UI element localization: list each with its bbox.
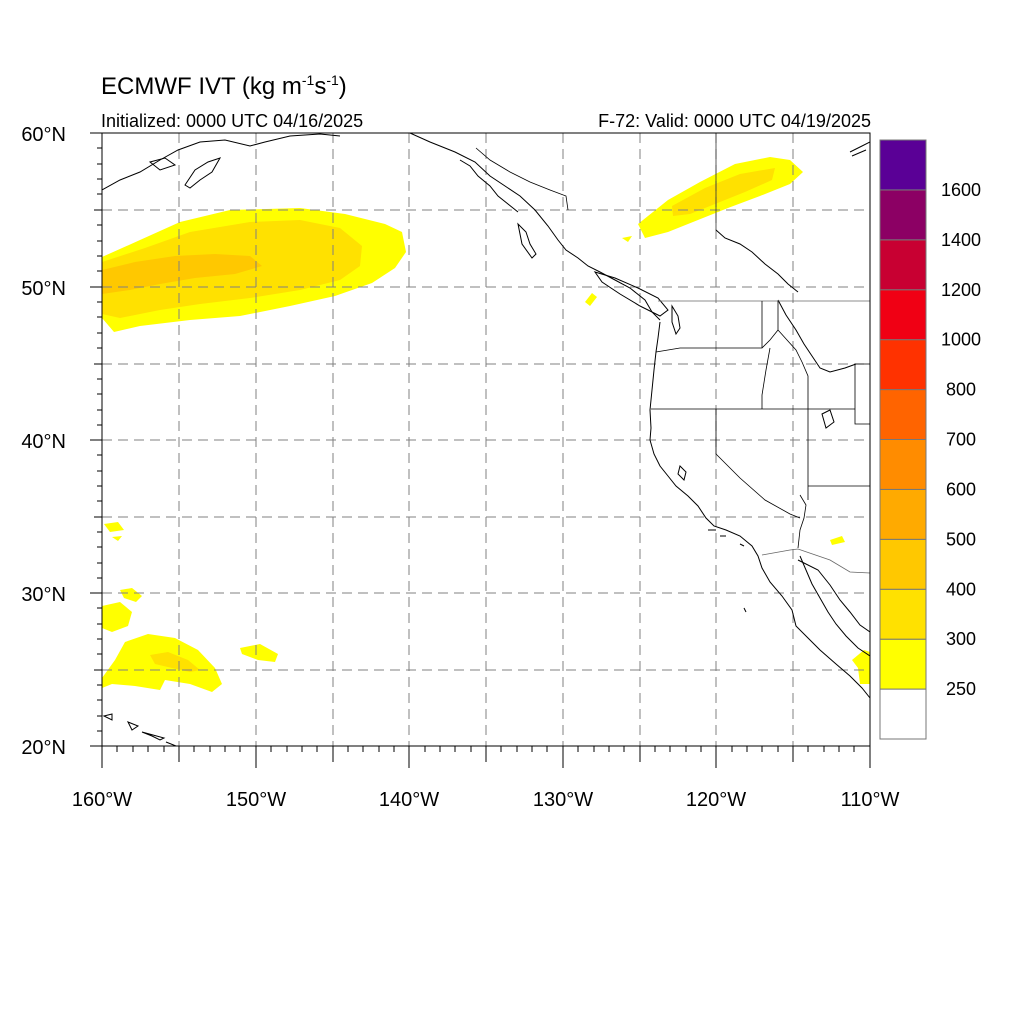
- mexico-mainland-coast: [797, 559, 870, 633]
- ivt-region-blob: [240, 644, 278, 662]
- alaska-coast: [102, 133, 341, 191]
- great-salt-lake: [821, 409, 835, 429]
- lat-label: 40°N: [21, 431, 66, 453]
- vancouver-island: [593, 271, 669, 317]
- ivt-region-blob: [120, 588, 142, 602]
- ivt-region-bc-300: [672, 168, 775, 216]
- ivt-region-north-pacific-400: [102, 254, 262, 294]
- wa-or-border: [655, 329, 779, 353]
- alaska-panhandle-coast: [409, 133, 661, 321]
- ivt-region-blob: [622, 236, 632, 242]
- columbia-river: [777, 299, 857, 373]
- political-boundaries: [475, 133, 870, 574]
- us-mexico-border: [761, 548, 870, 574]
- id-border: [777, 301, 809, 409]
- latitude-labels: 60°N 50°N 40°N 30°N 20°N: [21, 124, 66, 759]
- coastlines: [102, 133, 870, 746]
- lat-label: 30°N: [21, 584, 66, 606]
- ivt-region-blob: [852, 650, 870, 684]
- lon-label: 140°W: [379, 789, 439, 811]
- colorbar: 1600 1400 1200 1000 800 700 600 500 400 300 250: [879, 139, 981, 740]
- lon-label: 130°W: [533, 789, 593, 811]
- lon-label: 120°W: [686, 789, 746, 811]
- colorbar-label: 600: [946, 479, 976, 499]
- colorbar-swatch: [879, 688, 927, 740]
- baja-gulf-coast: [799, 555, 870, 657]
- ivt-region-blob: [585, 293, 597, 306]
- ivt-region-blob: [104, 522, 124, 532]
- lat-label: 60°N: [21, 124, 66, 146]
- axis-ticks: [90, 132, 871, 768]
- west-us-coast: [649, 321, 870, 699]
- colorbar-swatch: [879, 139, 927, 191]
- ivt-region-subtropical: [102, 602, 132, 632]
- graticule: [102, 133, 870, 746]
- colorbar-label: 1000: [941, 330, 981, 350]
- colorbar-swatch: [879, 189, 927, 241]
- hawaii-islands: [102, 713, 177, 746]
- kenai-coast: [184, 157, 222, 189]
- wy-border: [854, 363, 870, 425]
- colorbar-label: 400: [946, 579, 976, 599]
- colorbar-swatch: [879, 239, 927, 291]
- colorbar-label: 700: [946, 430, 976, 450]
- map-title: ECMWF IVT (kg m-1s-1): [101, 72, 347, 100]
- sf-bay: [677, 465, 687, 481]
- haida-gwaii: [517, 222, 537, 259]
- colorbar-label: 1200: [941, 280, 981, 300]
- or-id-border: [761, 347, 771, 409]
- colorbar-label: 800: [946, 380, 976, 400]
- lat-label: 50°N: [21, 278, 66, 300]
- panhandle-islands: [459, 159, 519, 213]
- kodiak-island: [148, 157, 177, 171]
- colorbar-swatch: [879, 289, 927, 341]
- ivt-region-subtropical-300: [150, 652, 200, 672]
- alaska-bc-border: [475, 147, 569, 211]
- puget-sound: [671, 304, 681, 336]
- lon-label: 110°W: [841, 789, 900, 811]
- colorbar-swatch: [879, 488, 927, 540]
- hudson-bay-edge: [849, 141, 870, 157]
- initialized-label: Initialized: 0000 UTC 04/16/2025: [101, 111, 364, 131]
- longitude-labels: 160°W 150°W 140°W 130°W 120°W 110°W: [72, 789, 900, 811]
- colorbar-label: 1600: [941, 180, 981, 200]
- colorbar-label: 250: [946, 679, 976, 699]
- ivt-region-blob: [112, 536, 122, 541]
- bc-alberta-rivers: [715, 229, 799, 293]
- ivt-region-blob: [830, 536, 845, 545]
- colorbar-swatch: [879, 339, 927, 391]
- colorbar-label: 300: [946, 629, 976, 649]
- ivt-shading: [102, 157, 870, 692]
- colorbar-swatch: [879, 638, 927, 690]
- colorbar-label: 500: [946, 529, 976, 549]
- colorbar-swatch: [879, 538, 927, 590]
- nv-az-border: [797, 494, 807, 549]
- ca-nv-border: [715, 409, 801, 519]
- colorbar-swatch: [879, 439, 927, 490]
- channel-islands: [708, 529, 747, 613]
- lon-label: 160°W: [72, 789, 132, 811]
- colorbar-swatch: [879, 389, 927, 441]
- colorbar-label: 1400: [941, 230, 981, 250]
- valid-time-label: F-72: Valid: 0000 UTC 04/19/2025: [598, 111, 871, 131]
- lat-label: 20°N: [21, 737, 66, 759]
- lon-label: 150°W: [226, 789, 286, 811]
- colorbar-swatch: [879, 588, 927, 640]
